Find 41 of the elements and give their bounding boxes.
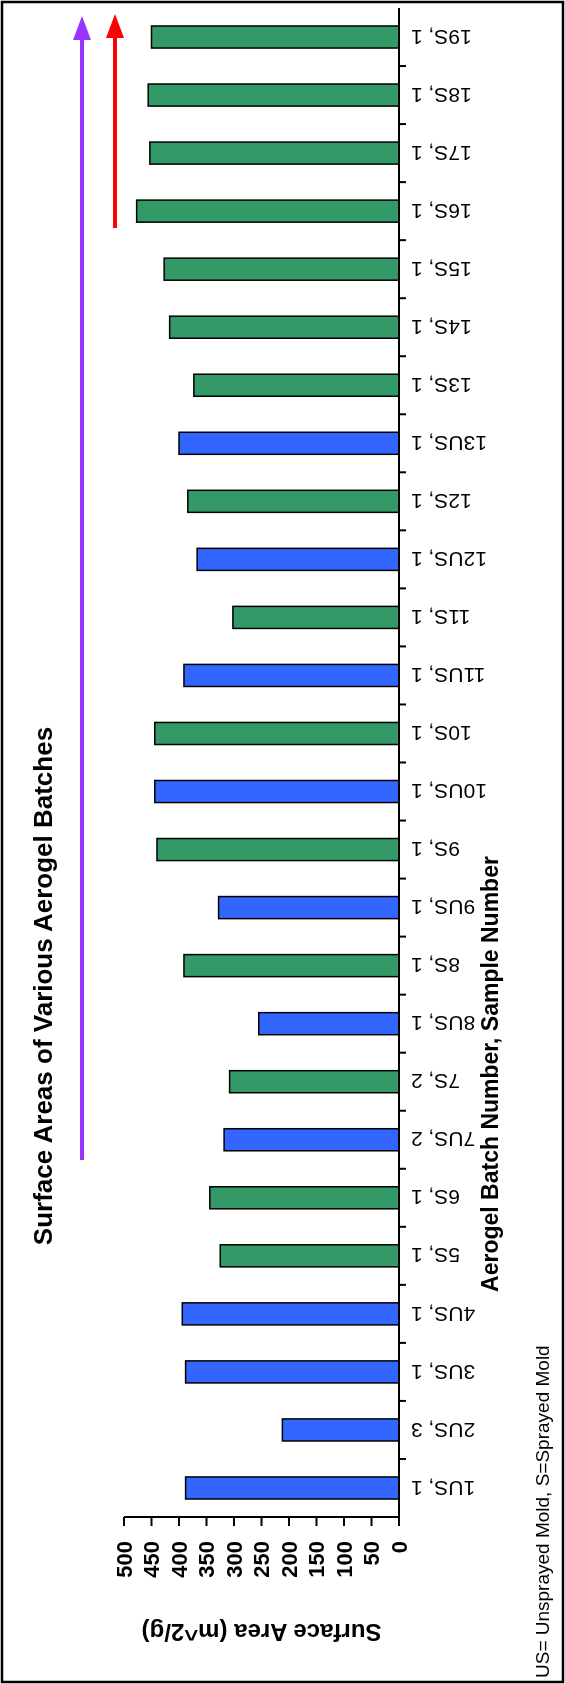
x-tick-label: 100 (331, 1541, 357, 1578)
y-tick-label: 13US, 1 (411, 431, 487, 455)
y-tick-label: 19S, 1 (411, 25, 472, 49)
y-tick-label: 11US, 1 (411, 664, 486, 688)
y-tick-label: 7US, 2 (411, 1128, 476, 1152)
y-tick-label: 16S, 1 (411, 199, 472, 223)
x-tick-label: 300 (221, 1541, 247, 1578)
x-tick-label: 350 (194, 1541, 220, 1578)
y-tick-label: 13S, 1 (411, 373, 472, 397)
y-tick-label: 12S, 1 (411, 489, 472, 513)
x-tick-label: 200 (276, 1541, 302, 1578)
y-tick-label: 2US, 3 (411, 1418, 476, 1442)
x-axis-title: Surface Area (m^2/g) (141, 1618, 382, 1646)
y-tick-label: 10S, 1 (411, 722, 472, 746)
x-tick-label: 500 (111, 1541, 137, 1578)
y-tick-label: 14S, 1 (411, 315, 472, 339)
y-tick-label: 6S, 1 (411, 1186, 461, 1210)
y-tick-label: 8S, 1 (411, 954, 461, 978)
y-tick-label: 8US, 1 (411, 1012, 476, 1036)
x-tick-label: 450 (139, 1541, 165, 1578)
y-tick-label: 12US, 1 (411, 548, 487, 572)
y-tick-label: 4US, 1 (411, 1302, 476, 1326)
text: US= Unsprayed Mold, S=Sprayed Mold (531, 1345, 553, 1678)
x-tick-label: 50 (359, 1541, 385, 1566)
y-tick-label: 3US, 1 (411, 1360, 476, 1384)
y-tick-label: 15S, 1 (411, 257, 472, 281)
y-axis-title: Aerogel Batch Number, Sample Number (477, 856, 504, 1292)
y-tick-label: 7S, 2 (411, 1070, 461, 1094)
x-tick-label: 0 (386, 1541, 412, 1554)
y-tick-label: 17S, 1 (411, 141, 472, 165)
text: Surface Areas of Various Aerogel Batches (28, 726, 59, 1246)
x-tick-label: 150 (304, 1541, 330, 1578)
y-tick-label: 5S, 1 (411, 1244, 461, 1268)
y-tick-label: 10US, 1 (411, 780, 487, 804)
y-tick-label: 9S, 1 (411, 838, 461, 862)
y-tick-label: 9US, 1 (411, 896, 476, 920)
y-tick-label: 18S, 1 (411, 83, 472, 107)
x-tick-label: 400 (166, 1541, 192, 1578)
y-tick-label: 1US, 1 (411, 1476, 476, 1500)
y-tick-label: 11S, 1 (411, 606, 471, 630)
x-tick-label: 250 (249, 1541, 275, 1578)
